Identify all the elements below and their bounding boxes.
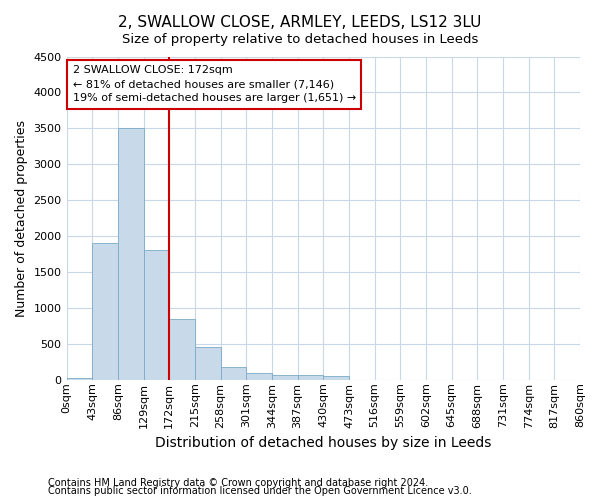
Text: 2 SWALLOW CLOSE: 172sqm
← 81% of detached houses are smaller (7,146)
19% of semi: 2 SWALLOW CLOSE: 172sqm ← 81% of detache… — [73, 65, 356, 103]
Bar — [221, 367, 246, 380]
Bar — [323, 376, 349, 380]
Bar — [67, 378, 92, 380]
Bar — [298, 376, 323, 380]
Bar — [92, 244, 118, 380]
Text: Size of property relative to detached houses in Leeds: Size of property relative to detached ho… — [122, 32, 478, 46]
Text: Contains public sector information licensed under the Open Government Licence v3: Contains public sector information licen… — [48, 486, 472, 496]
Y-axis label: Number of detached properties: Number of detached properties — [15, 120, 28, 316]
Bar — [169, 318, 195, 380]
Text: Contains HM Land Registry data © Crown copyright and database right 2024.: Contains HM Land Registry data © Crown c… — [48, 478, 428, 488]
Bar — [118, 128, 143, 380]
Bar — [246, 372, 272, 380]
Bar — [272, 374, 298, 380]
Text: 2, SWALLOW CLOSE, ARMLEY, LEEDS, LS12 3LU: 2, SWALLOW CLOSE, ARMLEY, LEEDS, LS12 3L… — [118, 15, 482, 30]
Bar — [195, 348, 221, 380]
Bar — [143, 250, 169, 380]
X-axis label: Distribution of detached houses by size in Leeds: Distribution of detached houses by size … — [155, 436, 491, 450]
